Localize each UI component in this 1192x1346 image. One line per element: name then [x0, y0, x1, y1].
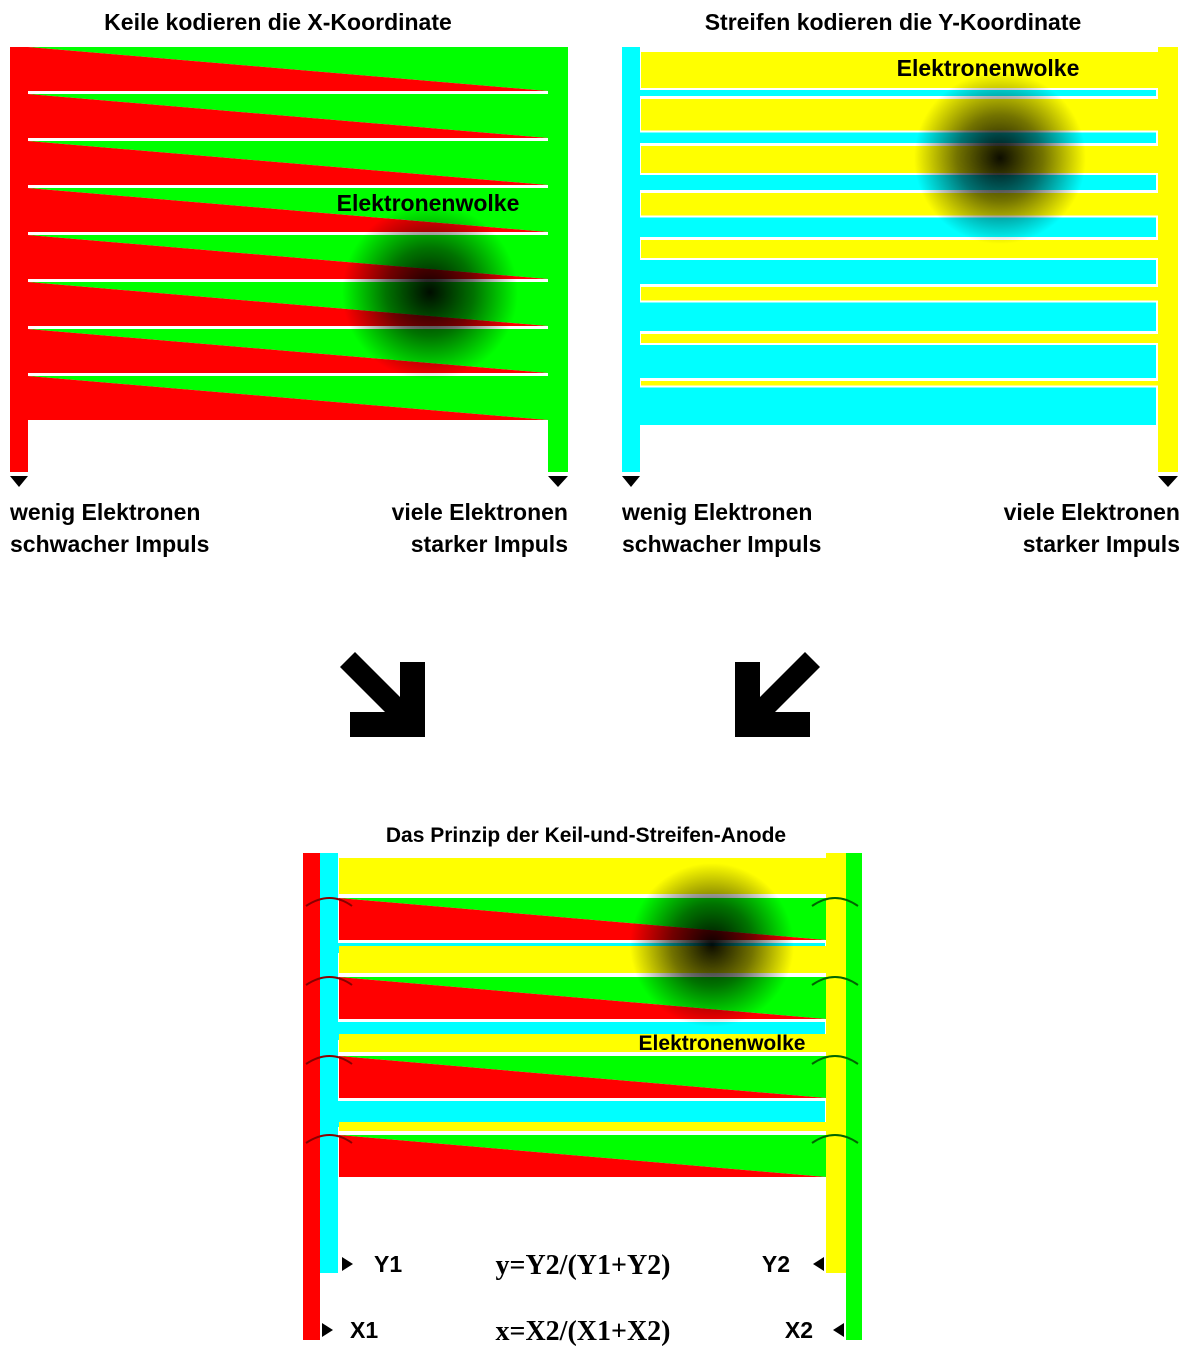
stripe: [641, 287, 1158, 301]
gap: [28, 424, 548, 472]
wedge: [28, 376, 548, 420]
stripe: [339, 1122, 826, 1131]
electron-cloud: [914, 72, 1086, 244]
arrow: [340, 652, 425, 737]
pointer: [548, 476, 568, 487]
y-right: Y2: [762, 1251, 790, 1277]
stripe: [339, 1034, 826, 1052]
pointer: [833, 1323, 844, 1337]
wire: [811, 897, 859, 907]
stripe: [640, 345, 1156, 378]
right-label: viele Elektronen: [1004, 499, 1180, 525]
pointer: [10, 476, 28, 487]
electron-cloud: [342, 204, 518, 380]
stripe: [640, 302, 1156, 331]
wedge: [28, 47, 548, 91]
wire: [305, 897, 353, 907]
electrode: [320, 853, 338, 1273]
combined-title: Das Prinzip der Keil-und-Streifen-Anode: [386, 824, 786, 847]
arrow: [735, 652, 820, 737]
wire: [305, 976, 353, 986]
wire: [811, 1055, 859, 1065]
electrode: [1158, 47, 1178, 472]
wire: [305, 1134, 353, 1144]
wire: [811, 1134, 859, 1144]
stripe: [641, 240, 1158, 258]
electrode: [10, 47, 28, 472]
left-label: wenig Elektronen: [621, 499, 812, 525]
left-label: schwacher Impuls: [622, 531, 821, 557]
stripe: [641, 99, 1158, 131]
stripe: [641, 381, 1158, 386]
stripe: [641, 193, 1158, 216]
y-left: Y1: [374, 1251, 402, 1277]
cloud-label: Elektronenwolke: [897, 55, 1080, 81]
wedge: [339, 1056, 826, 1098]
x-right: X2: [785, 1317, 813, 1343]
stripe: [640, 387, 1156, 425]
wedge: [28, 94, 548, 138]
left-label: wenig Elektronen: [9, 499, 200, 525]
pointer: [622, 476, 640, 487]
pointer: [813, 1257, 824, 1271]
stripe: [640, 132, 1156, 143]
wire: [811, 976, 859, 986]
electrode: [548, 47, 568, 472]
electrode: [303, 853, 320, 1340]
x-formula: x=X2/(X1+X2): [496, 1316, 671, 1346]
stripe: [640, 260, 1156, 284]
stripe: [641, 334, 1158, 343]
electrode: [622, 47, 640, 472]
wedge: [28, 141, 548, 185]
electron-cloud: [630, 863, 794, 1027]
wire: [305, 1055, 353, 1065]
electrode: [846, 853, 862, 1340]
x-left: X1: [350, 1317, 378, 1343]
right-label: starker Impuls: [411, 531, 568, 557]
pointer: [342, 1257, 353, 1271]
wedge: [339, 1135, 826, 1177]
left-label: schwacher Impuls: [10, 531, 209, 557]
y-formula: y=Y2/(Y1+Y2): [496, 1250, 671, 1281]
electrode: [826, 853, 846, 1273]
right-label: viele Elektronen: [392, 499, 568, 525]
stripe: [640, 217, 1156, 237]
stripe: [640, 90, 1156, 96]
cloud-label: Elektronenwolke: [639, 1032, 806, 1055]
cloud-label: Elektronenwolke: [337, 190, 520, 216]
pointer: [322, 1323, 333, 1337]
pointer: [1158, 476, 1178, 487]
panel-title: Streifen kodieren die Y-Koordinate: [705, 9, 1082, 35]
right-label: starker Impuls: [1023, 531, 1180, 557]
stripe: [641, 52, 1158, 88]
panel-title: Keile kodieren die X-Koordinate: [104, 9, 452, 35]
